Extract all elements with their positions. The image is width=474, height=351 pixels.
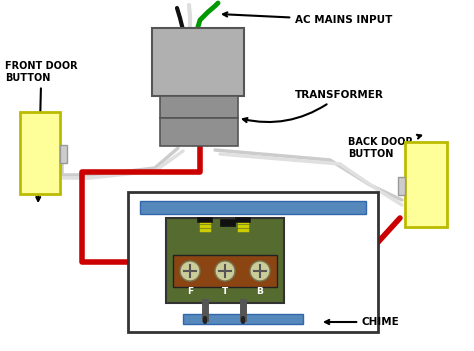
Text: CHIME: CHIME xyxy=(325,317,400,327)
Text: T: T xyxy=(222,287,228,296)
Circle shape xyxy=(250,261,270,281)
Bar xyxy=(20,112,60,194)
Circle shape xyxy=(180,261,200,281)
Bar xyxy=(140,201,366,214)
Text: F: F xyxy=(187,287,193,296)
Bar xyxy=(166,218,284,303)
Bar xyxy=(160,96,238,118)
Text: TRANSFORMER: TRANSFORMER xyxy=(243,90,384,122)
Bar xyxy=(405,142,447,227)
Text: B: B xyxy=(256,287,264,296)
Bar xyxy=(183,314,303,324)
Text: AC MAINS INPUT: AC MAINS INPUT xyxy=(223,12,392,25)
Bar xyxy=(128,192,378,332)
Text: BACK DOOR
BUTTON: BACK DOOR BUTTON xyxy=(348,135,421,159)
Bar xyxy=(160,118,238,146)
Bar xyxy=(60,145,67,163)
Text: FRONT DOOR
BUTTON: FRONT DOOR BUTTON xyxy=(5,61,78,201)
Bar xyxy=(220,219,235,226)
Bar xyxy=(173,255,277,287)
Bar xyxy=(152,28,244,96)
Bar xyxy=(398,177,405,194)
Circle shape xyxy=(215,261,235,281)
